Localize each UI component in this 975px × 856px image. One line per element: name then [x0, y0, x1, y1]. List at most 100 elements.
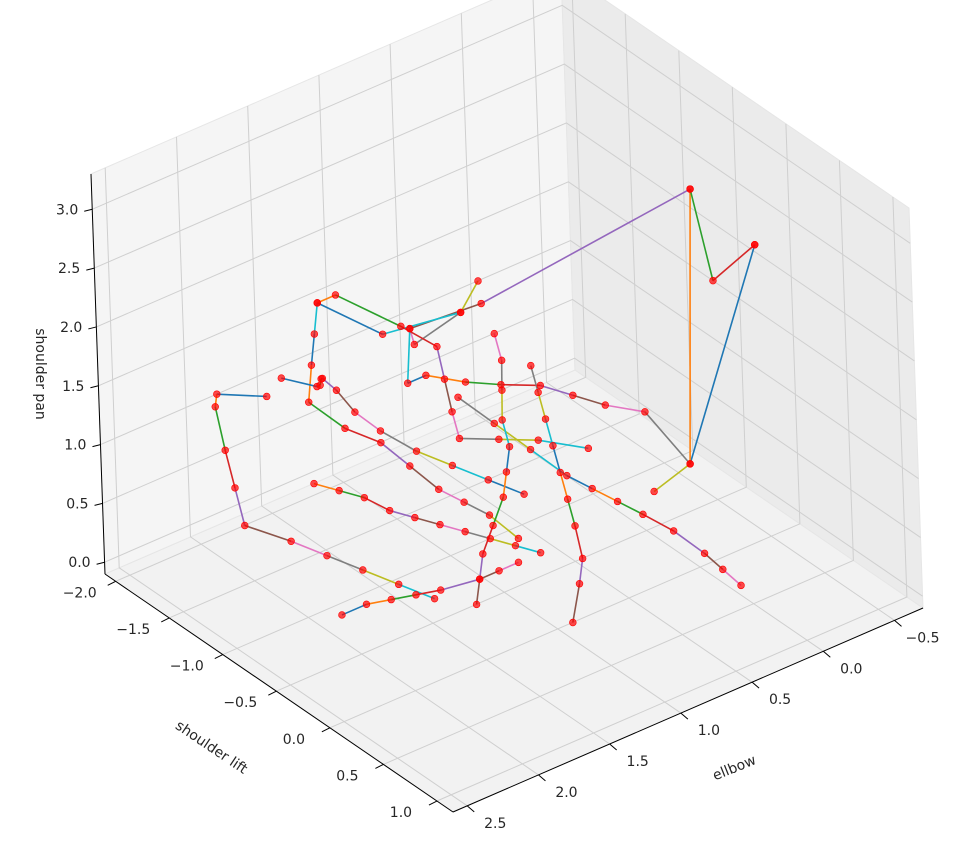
- gridline: [318, 75, 682, 714]
- trajectory-segment: [380, 430, 417, 452]
- data-point: [313, 299, 321, 307]
- trajectory-segment: [653, 463, 691, 493]
- trajectory-segment: [326, 554, 364, 571]
- trajectory-segment: [290, 540, 328, 557]
- z-tick-mark: [94, 502, 103, 506]
- y-tick-mark: [680, 712, 689, 720]
- data-point: [650, 487, 658, 496]
- x-tick-mark: [107, 580, 116, 586]
- x-tick-mark: [214, 654, 224, 660]
- trajectory-segment: [459, 280, 479, 313]
- trajectory-segment: [363, 496, 391, 512]
- data-point: [360, 493, 369, 502]
- trajectory-segment: [380, 442, 411, 467]
- data-point: [569, 391, 577, 399]
- x-tick-label: −0.5: [223, 695, 257, 711]
- data-point: [641, 408, 649, 416]
- data-point: [737, 581, 745, 590]
- trajectory-segment: [490, 537, 516, 547]
- data-point: [495, 435, 503, 444]
- trajectory-segment: [436, 346, 446, 380]
- trajectory-segment: [572, 583, 581, 623]
- data-point: [639, 510, 647, 519]
- trajectory-segment: [415, 589, 441, 596]
- trajectory-segment: [492, 496, 505, 526]
- y-tick-label: −0.5: [906, 630, 940, 646]
- z-tick-mark: [92, 444, 101, 448]
- data-point: [527, 361, 535, 370]
- data-point: [305, 398, 313, 406]
- gridline: [104, 167, 468, 807]
- data-point: [534, 436, 542, 444]
- trajectory-segment: [409, 465, 440, 490]
- data-point: [331, 291, 340, 299]
- trajectory-segment: [406, 328, 411, 384]
- trajectory-segment: [439, 523, 466, 533]
- data-point: [287, 537, 295, 545]
- data-point: [461, 378, 470, 386]
- trajectory-segment: [722, 568, 742, 586]
- data-point: [709, 276, 717, 285]
- x-tick-label: 0.0: [283, 732, 305, 748]
- trajectory-segment: [459, 437, 499, 441]
- trajectory-segment: [244, 524, 292, 543]
- trajectory-segment: [537, 392, 547, 420]
- gridline: [98, 181, 917, 421]
- trajectory-segment: [463, 501, 490, 516]
- gridline: [104, 357, 923, 597]
- z-tick-mark: [84, 208, 93, 212]
- data-point: [318, 374, 327, 383]
- trajectory-segment: [478, 553, 484, 580]
- trajectory-segment: [498, 438, 539, 441]
- data-point: [448, 461, 457, 470]
- trajectory-segment: [572, 394, 606, 406]
- x-tick-mark: [321, 727, 331, 733]
- data-point: [397, 322, 405, 331]
- gridline: [100, 240, 919, 480]
- data-point: [563, 471, 571, 480]
- data-point: [316, 381, 324, 389]
- data-point: [362, 600, 371, 609]
- data-series: [211, 185, 759, 627]
- data-point: [578, 554, 587, 563]
- trajectory-segment: [712, 244, 756, 282]
- trajectory-segment: [452, 464, 489, 481]
- data-point: [412, 591, 420, 599]
- data-point: [514, 534, 523, 543]
- z-tick-label: 0.0: [68, 555, 90, 571]
- data-point: [411, 513, 419, 522]
- data-point: [403, 379, 412, 387]
- trajectory-segment: [316, 302, 383, 335]
- data-point: [377, 438, 385, 447]
- z-tick-mark: [96, 561, 105, 565]
- data-point: [406, 462, 414, 470]
- data-point: [460, 498, 468, 506]
- trajectory-segment: [344, 427, 382, 444]
- data-point: [686, 460, 694, 468]
- x-axis-line: [104, 573, 454, 813]
- trajectory-segment: [689, 188, 714, 281]
- trajectory-segment: [488, 514, 519, 540]
- data-point: [571, 522, 579, 530]
- trajectory-segment: [335, 389, 356, 413]
- data-point: [412, 447, 421, 455]
- data-point: [406, 324, 414, 333]
- trajectory-segment: [308, 401, 346, 429]
- data-point: [700, 549, 709, 558]
- data-point: [263, 392, 271, 401]
- trajectory-segment: [234, 487, 246, 526]
- y-axis-label: ellbow: [711, 752, 759, 784]
- gridline: [92, 4, 911, 244]
- gridline: [532, 0, 895, 621]
- trajectory-segment: [341, 603, 367, 616]
- trajectory-segment: [673, 530, 706, 555]
- data-point: [310, 479, 318, 488]
- trajectory-segment: [578, 558, 584, 584]
- data-point: [387, 595, 395, 604]
- data-point: [335, 486, 343, 495]
- y-tick-label: 2.0: [555, 785, 577, 801]
- data-point: [359, 566, 367, 574]
- data-point: [479, 550, 487, 558]
- gridline: [94, 63, 913, 303]
- data-point: [461, 527, 469, 536]
